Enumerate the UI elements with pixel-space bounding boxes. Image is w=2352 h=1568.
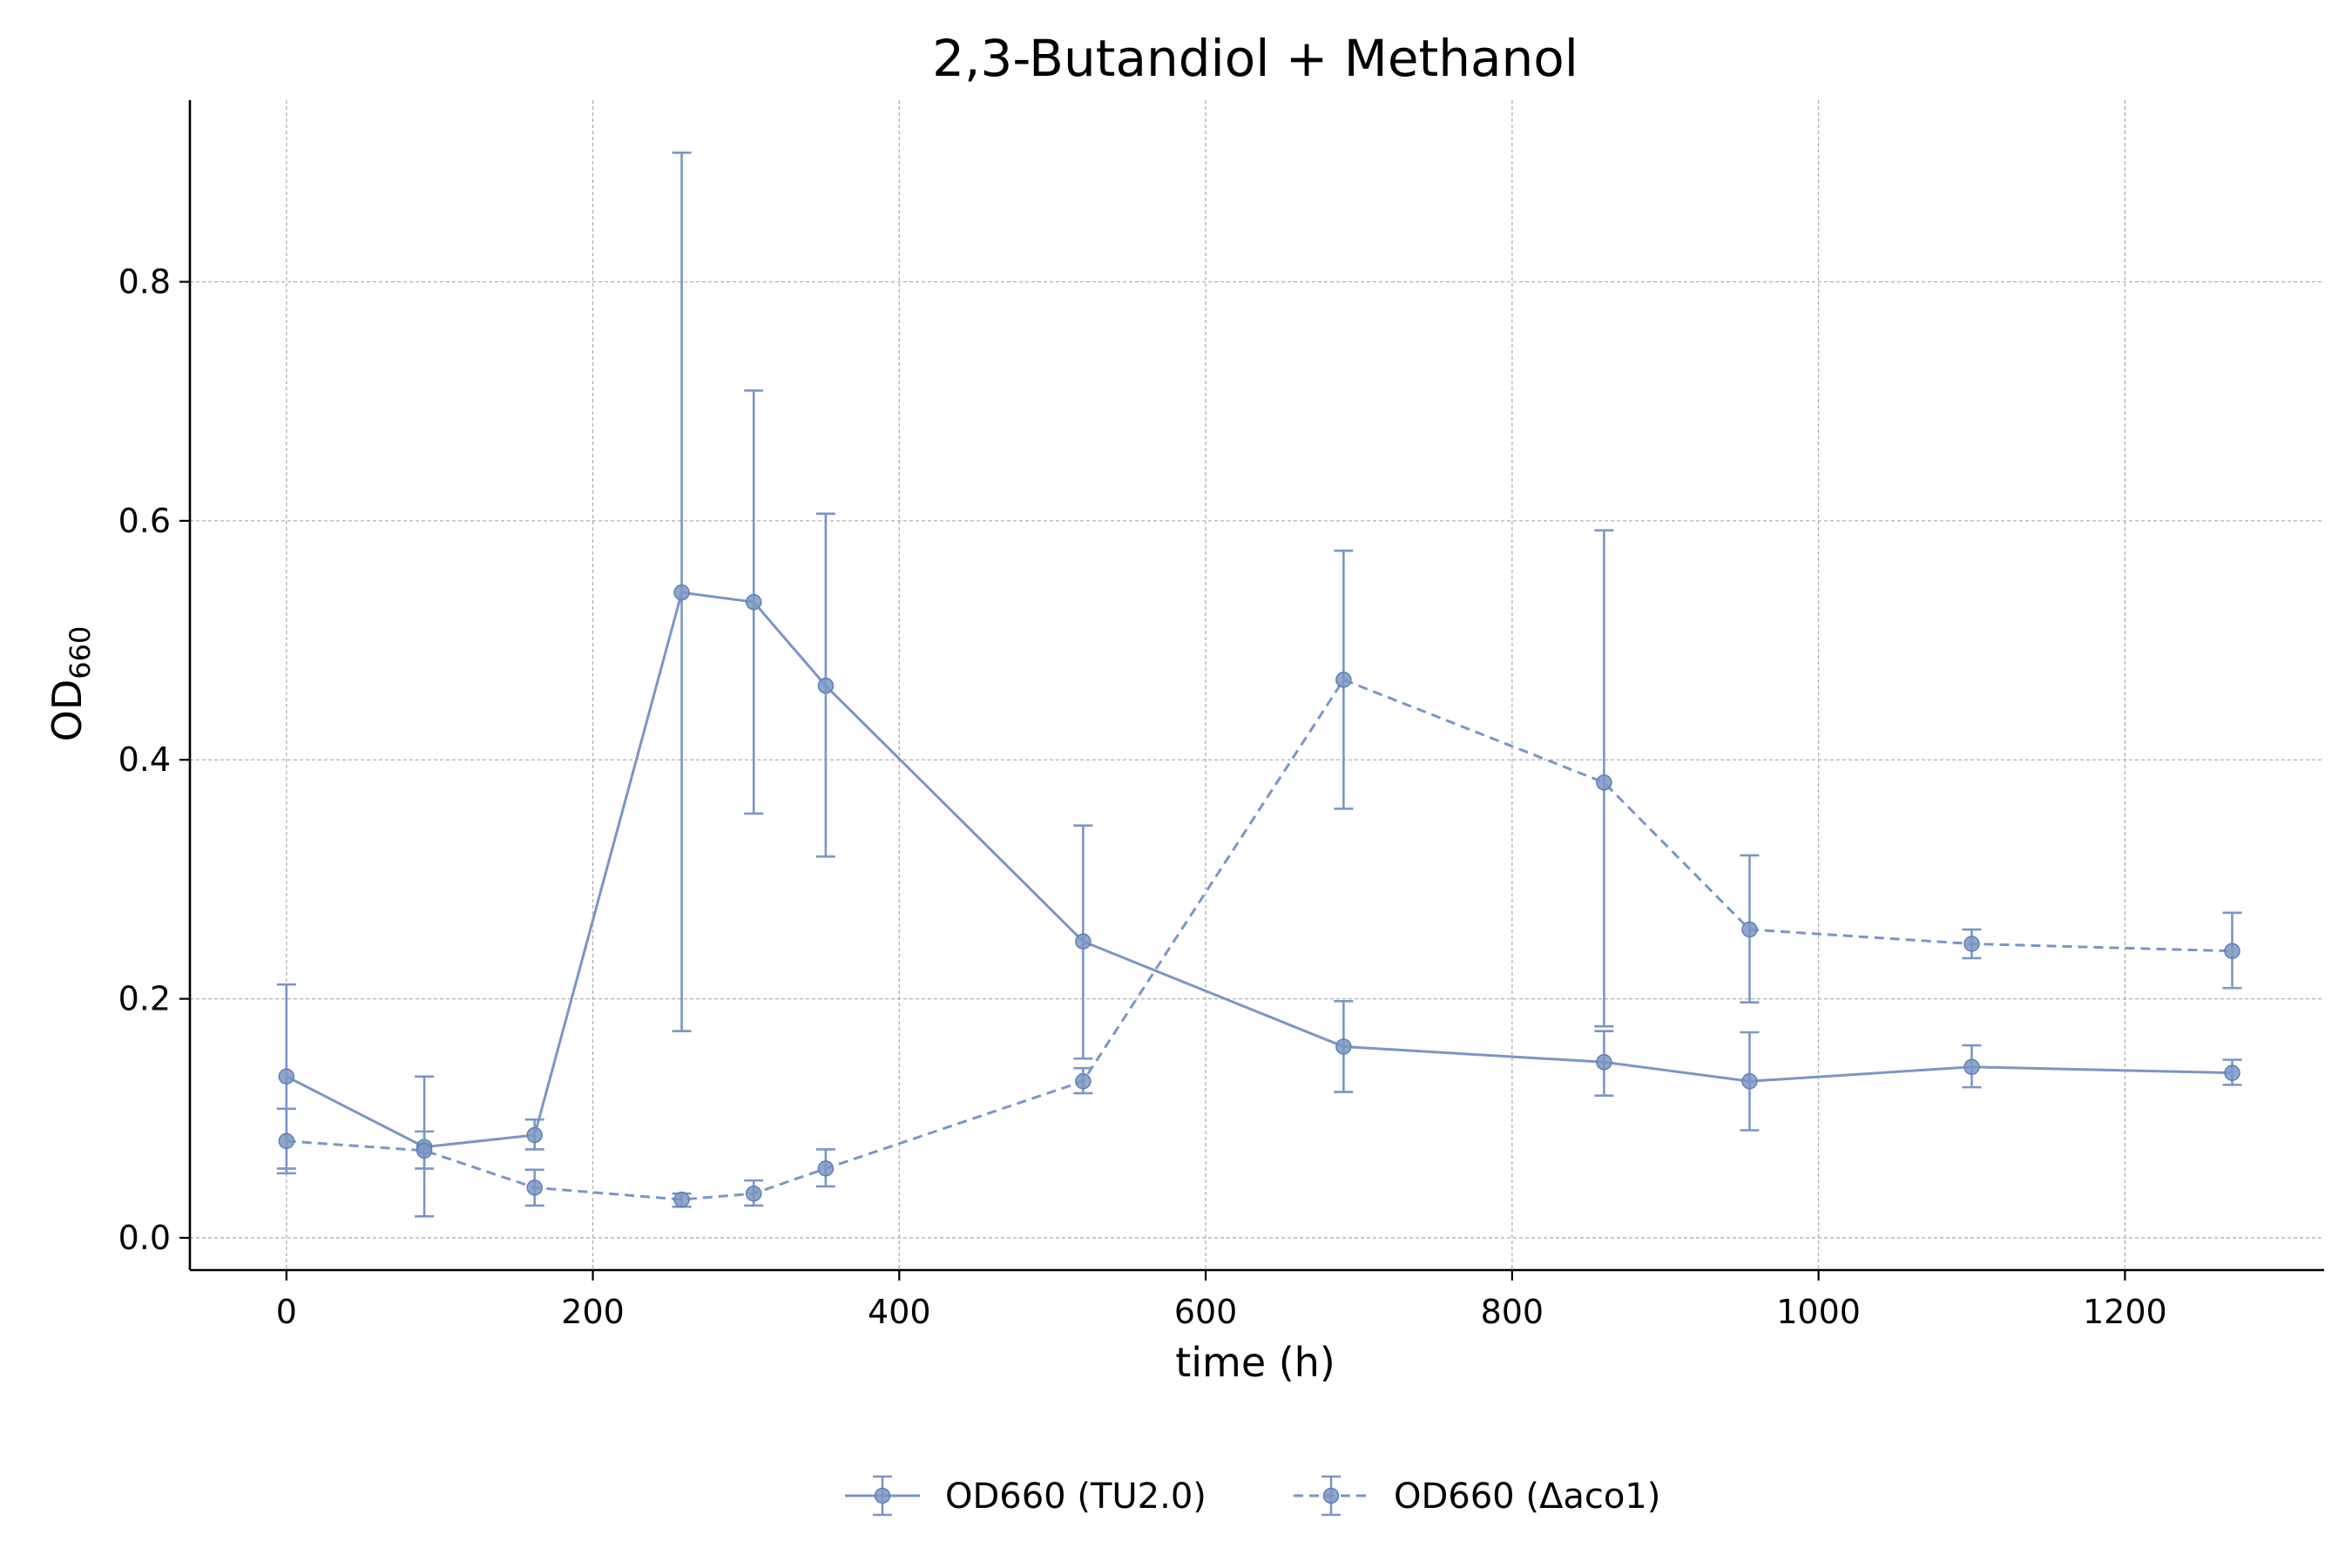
grid-lines xyxy=(190,100,2324,1270)
chart-title: 2,3-Butandiol + Methanol xyxy=(932,29,1578,88)
y-tick-label: 0.6 xyxy=(118,502,171,540)
data-point xyxy=(1075,933,1092,950)
series-line xyxy=(286,591,2233,1149)
x-tick-label: 800 xyxy=(1481,1293,1544,1331)
series-1 xyxy=(276,152,2242,1218)
data-point xyxy=(1741,1073,1758,1090)
data-point xyxy=(745,593,762,611)
legend-marker xyxy=(874,1487,891,1504)
y-tick-label: 0.4 xyxy=(118,740,171,779)
plot-area xyxy=(276,152,2242,1218)
data-point xyxy=(1596,774,1612,791)
y-axis-label-subscript: 660 xyxy=(64,626,97,679)
data-point xyxy=(1963,936,1980,952)
data-point xyxy=(673,1191,690,1208)
data-point xyxy=(817,1160,835,1177)
y-tick-label: 0.8 xyxy=(118,263,171,301)
axes: 0 200 400 600 800 1000 1200 0.0 0.2 0.4 0.6 0.8 xyxy=(118,100,2324,1331)
data-point xyxy=(2224,1064,2240,1081)
legend: OD660 (TU2.0) OD660 (Δaco1) xyxy=(845,1475,1660,1517)
x-tick-label: 0 xyxy=(276,1293,297,1331)
data-point xyxy=(526,1126,543,1144)
y-tick-label: 0.0 xyxy=(118,1219,171,1257)
legend-label: OD660 (TU2.0) xyxy=(945,1477,1206,1517)
y-axis-label-main: OD xyxy=(44,679,91,742)
data-point xyxy=(1335,672,1352,688)
x-tick-label: 400 xyxy=(868,1293,931,1331)
data-point xyxy=(1075,1073,1092,1090)
data-point xyxy=(278,1132,295,1150)
series-2 xyxy=(276,529,2242,1208)
y-axis-label: OD660 xyxy=(44,626,97,742)
data-point xyxy=(673,584,690,601)
data-point xyxy=(526,1179,543,1196)
data-point xyxy=(2224,943,2240,959)
x-tick-label: 200 xyxy=(561,1293,625,1331)
data-point xyxy=(1335,1038,1352,1055)
legend-label: OD660 (Δaco1) xyxy=(1394,1477,1660,1517)
data-point xyxy=(1741,921,1758,938)
x-tick-label: 1200 xyxy=(2083,1293,2167,1331)
x-axis-label: time (h) xyxy=(1175,1339,1335,1386)
series-line xyxy=(286,678,2233,1201)
data-point xyxy=(1596,1054,1612,1071)
x-tick-label: 1000 xyxy=(1776,1293,1861,1331)
data-point xyxy=(416,1142,433,1159)
data-point xyxy=(278,1068,295,1085)
y-tick-label: 0.2 xyxy=(118,980,171,1018)
x-tick-label: 600 xyxy=(1174,1293,1238,1331)
data-point xyxy=(1963,1058,1980,1076)
legend-marker xyxy=(1322,1487,1340,1504)
data-point xyxy=(817,677,835,694)
data-point xyxy=(745,1185,762,1202)
